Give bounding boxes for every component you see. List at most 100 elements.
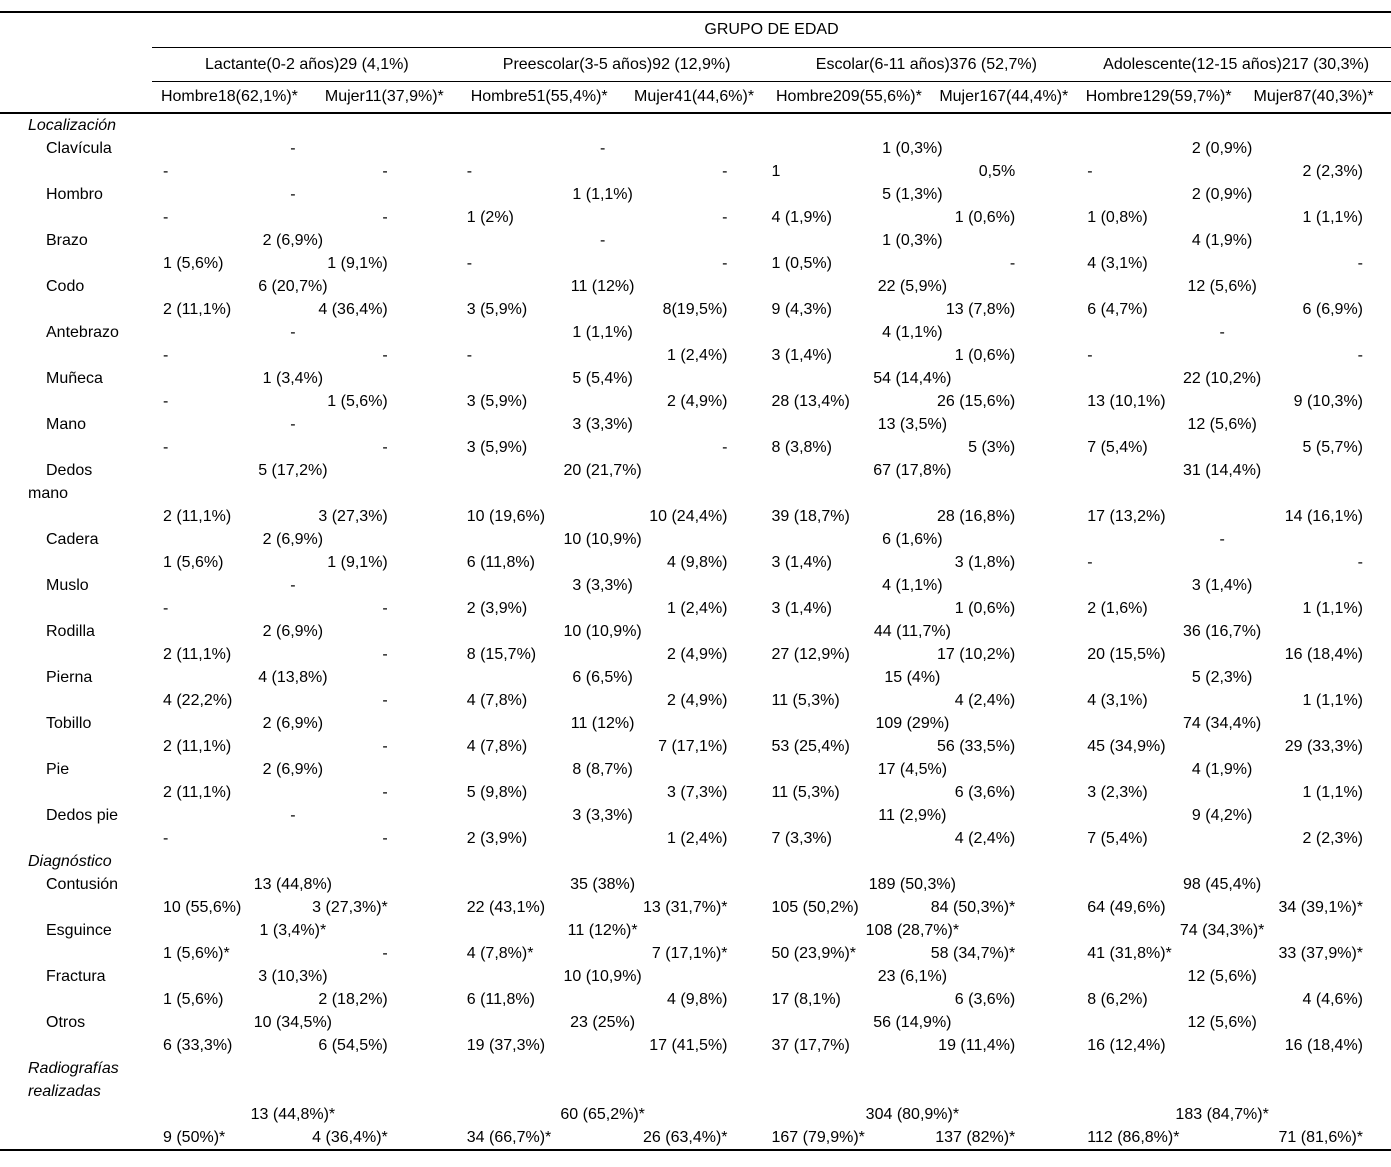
cell-total: 189 (50,3%) (868, 875, 956, 893)
cell-value: - (163, 392, 169, 410)
cell-value: - (1357, 553, 1363, 571)
row-label (0, 505, 152, 528)
cell-value: - (722, 162, 728, 180)
cell-total: 12 (5,6%) (1187, 1013, 1257, 1031)
row-label: Contusión (46, 875, 119, 893)
cell-value: - (163, 599, 169, 617)
cell-total: - (1219, 323, 1225, 341)
cell-value: - (466, 162, 473, 180)
cell-value: 19 (11,4%) (938, 1036, 1016, 1054)
col-header-mujer-preescolar: Mujer41(44,6%)* (616, 81, 772, 114)
cell-value: - (163, 346, 169, 364)
cell-value: 13 (7,8%) (945, 300, 1016, 318)
cell-value: 64 (49,6%) (1087, 898, 1166, 916)
cell-value: 4 (3,1%) (1087, 691, 1148, 709)
cell-value: 6 (11,8%) (466, 553, 535, 571)
col-header-hombre-adolescente: Hombre129(59,7%)* (1081, 81, 1237, 114)
section-label: Radiografías (28, 1059, 119, 1077)
cell-total: 10 (34,5%) (253, 1013, 332, 1031)
cell-total: 3 (1,4%) (1191, 576, 1253, 594)
row-label: Fractura (46, 967, 106, 985)
row-label-line2: mano (28, 484, 69, 502)
cell-value: 16 (18,4%) (1284, 645, 1363, 663)
row-label (0, 942, 152, 965)
cell-value: 17 (8,1%) (771, 990, 841, 1008)
table-row-totals: Otros 10 (34,5%) 23 (25%) 56 (14,9%) 12 (5,6… (0, 1011, 1391, 1034)
cell-value: 41 (31,8%)* (1087, 944, 1172, 962)
row-label (0, 551, 152, 574)
row-label (0, 344, 152, 367)
table-row-totals: Muñeca 1 (3,4%) 5 (5,4%) 54 (14,4%) 22 (10,2… (0, 367, 1391, 390)
cell-value: 105 (50,2%) (771, 898, 859, 916)
cell-value: 1 (5,6%) (163, 990, 224, 1008)
cell-value: 27 (12,9%) (771, 645, 850, 663)
row-label (0, 827, 152, 850)
cell-value: 2 (2,3%) (1302, 829, 1363, 847)
row-label (0, 1103, 152, 1126)
cell-total: - (290, 323, 296, 341)
cell-value: 33 (37,9%)* (1278, 944, 1364, 962)
cell-value: - (382, 438, 388, 456)
cell-value: 5 (9,8%) (466, 783, 528, 801)
cell-value: 8 (6,2%) (1087, 990, 1148, 1008)
cell-value: 53 (25,4%) (771, 737, 850, 755)
section-row: realizadas (0, 1080, 1391, 1103)
cell-value: - (1087, 162, 1093, 180)
cell-total: 8 (8,7%) (572, 760, 633, 778)
cell-total: 74 (34,4%) (1182, 714, 1262, 732)
cell-value: 3 (1,4%) (771, 553, 832, 571)
col-header-mujer-escolar: Mujer167(44,4%)* (926, 81, 1082, 114)
table-title: GRUPO DE EDAD (152, 11, 1391, 48)
age-group-header-adolescente: Adolescente(12-15 años)217 (30,3%) (1081, 47, 1391, 82)
cell-value: 6 (3,6%) (954, 990, 1016, 1008)
cell-total: 11 (2,9%) (878, 806, 947, 824)
table-row-values: 2 (11,1%) 4 (36,4%) 3 (5,9%) 8(19,5%) 9 (4,3… (0, 298, 1391, 321)
table-row-totals: Antebrazo - 1 (1,1%) 4 (1,1%) - (0, 321, 1391, 344)
cell-total: 304 (80,9%)* (865, 1105, 960, 1123)
cell-value: 4 (9,8%) (667, 990, 728, 1008)
cell-total: 4 (1,9%) (1191, 760, 1253, 778)
cell-value: 3 (2,3%) (1087, 783, 1148, 801)
cell-value: 9 (50%)* (163, 1128, 226, 1146)
cell-value: 16 (12,4%) (1087, 1036, 1166, 1054)
cell-value: 3 (27,3%)* (312, 898, 388, 916)
cell-total: 98 (45,4%) (1182, 875, 1262, 893)
cell-value: 17 (10,2%) (936, 645, 1016, 663)
table-row-values: 6 (33,3%) 6 (54,5%) 19 (37,3%) 17 (41,5%) 37… (0, 1034, 1391, 1057)
row-label (0, 988, 152, 1011)
cell-value: 9 (4,3%) (771, 300, 832, 318)
cell-total: 13 (44,8%)* (250, 1105, 336, 1123)
cell-value: 1 (5,6%) (327, 392, 388, 410)
row-label (0, 643, 152, 666)
grupo-edad-table: GRUPO DE EDAD Lactante(0-2 años)29 (4,1%… (0, 11, 1391, 1157)
cell-value: 17 (41,5%) (649, 1036, 728, 1054)
cell-value: 58 (34,7%)* (930, 944, 1016, 962)
cell-total: 3 (3,3%) (572, 415, 633, 433)
row-label: Dedos (46, 461, 93, 479)
cell-value: 1 (1,1%) (1302, 783, 1363, 801)
cell-value: - (1357, 254, 1363, 272)
cell-value: 10 (24,4%) (649, 507, 728, 525)
cell-value: - (382, 737, 388, 755)
table-row-values: 1 (5,6%) 2 (18,2%) 6 (11,8%) 4 (9,8%) 17 (8,… (0, 988, 1391, 1011)
cell-value: 1 (5,6%) (163, 254, 224, 272)
cell-value: 4 (36,4%)* (312, 1128, 388, 1146)
cell-value: 2 (11,1%) (163, 645, 232, 663)
table-row-values: - - - 1 (2,4%) 3 (1,4%) 1 (0,6%) - - (0, 344, 1391, 367)
cell-value: 1 (771, 162, 781, 180)
cell-total: 9 (4,2%) (1191, 806, 1253, 824)
cell-total: 3 (3,3%) (572, 576, 633, 594)
cell-total: 23 (25%) (570, 1013, 636, 1031)
section-row: Diagnóstico (0, 850, 1391, 873)
row-label (0, 390, 152, 413)
table-row-totals: 13 (44,8%)* 60 (65,2%)* 304 (80,9%)* 183 (8… (0, 1103, 1391, 1126)
row-label: Clavícula (46, 139, 112, 157)
col-header-hombre-escolar: Hombre209(55,6%)* (771, 81, 927, 114)
cell-total: 20 (21,7%) (563, 461, 642, 479)
cell-value: 2 (4,9%) (667, 691, 728, 709)
cell-value: 1 (1,1%) (1302, 599, 1363, 617)
table-row-totals: Cadera 2 (6,9%) 10 (10,9%) 6 (1,6%) - (0, 528, 1391, 551)
header-spacer-cell (0, 48, 152, 82)
cell-total: 10 (10,9%) (563, 622, 642, 640)
cell-value: 3 (1,4%) (771, 599, 832, 617)
